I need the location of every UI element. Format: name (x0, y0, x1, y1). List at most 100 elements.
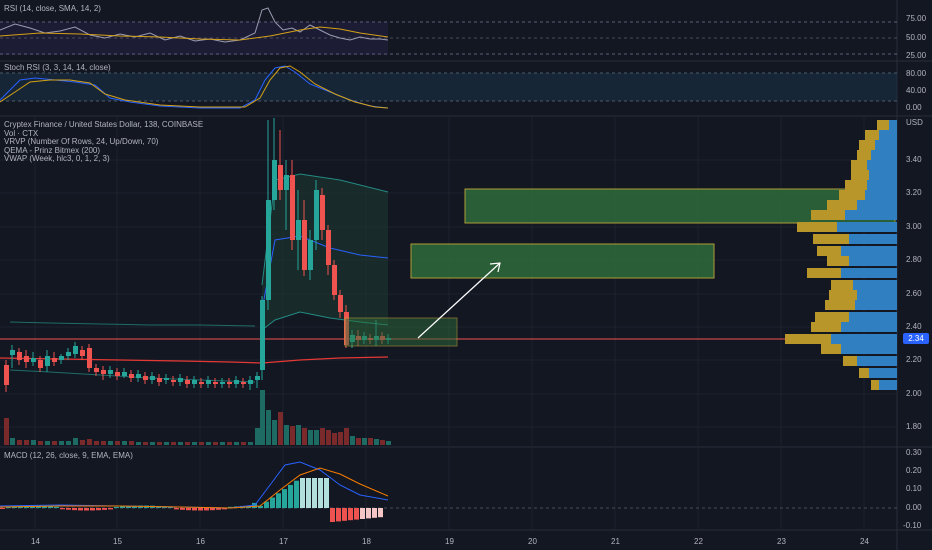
macd-hist-bar (84, 508, 89, 511)
macd-tick-030: 0.30 (906, 448, 922, 457)
legend-volume[interactable]: Vol · CTX (4, 128, 39, 138)
volume-bar (171, 442, 176, 445)
price-tick-260: 2.60 (906, 289, 922, 298)
macd-label: MACD (12, 26, close, 9, EMA, EMA) (4, 451, 133, 460)
vp-up-row (831, 334, 897, 344)
macd-hist-bar (216, 508, 221, 510)
macd-hist-bar (378, 508, 383, 518)
vp-down-row (785, 334, 831, 344)
time-tick-19: 19 (445, 537, 454, 546)
volume-bar (115, 441, 120, 445)
candle-body (332, 265, 337, 295)
macd-hist-bar (336, 508, 341, 522)
macd-hist-bar (300, 478, 305, 508)
vp-up-row (841, 268, 897, 278)
vp-up-row (865, 190, 897, 200)
volume-bar (185, 442, 190, 445)
vp-down-row (843, 356, 857, 366)
candle-body (199, 382, 204, 384)
vp-up-row (879, 380, 897, 390)
price-tick-240: 2.40 (906, 322, 922, 331)
macd-hist-bar (108, 508, 113, 510)
volume-bar (272, 420, 277, 445)
signal-line (0, 467, 389, 509)
macd-hist-bar (318, 478, 323, 508)
candle-body (338, 295, 343, 312)
vp-down-row (877, 120, 889, 130)
volume-bar (386, 441, 391, 445)
macd-hist-bar (180, 508, 185, 510)
volume-bar (326, 430, 331, 445)
volume-bar (266, 410, 271, 445)
volume-bar (278, 412, 283, 445)
volume-bar (308, 430, 313, 445)
vp-down-row (829, 290, 857, 300)
candle-body (278, 165, 283, 190)
volume-bar (101, 441, 106, 445)
volume-bar (122, 441, 127, 445)
volume-bar (241, 442, 246, 445)
volume-bar (136, 442, 141, 445)
legend-vwap[interactable]: VWAP (Week, hlc3, 0, 1, 2, 3) (4, 154, 110, 164)
vp-up-row (869, 368, 897, 378)
time-tick-18: 18 (362, 537, 371, 546)
volume-bar (52, 441, 57, 445)
volume-bar (356, 438, 361, 445)
currency-label: USD (906, 118, 923, 127)
macd-hist-bar (330, 508, 335, 522)
macd-hist-bar (342, 508, 347, 521)
vp-up-row (853, 280, 897, 290)
macd-hist-bar (78, 508, 83, 511)
volume-bar (157, 442, 162, 445)
stoch-tick-80: 80.00 (906, 69, 927, 78)
volume-bar (17, 440, 22, 445)
macd-hist-bar (66, 508, 71, 510)
legend-qema[interactable]: QEMA - Prinz Bitmex (200) (4, 145, 101, 155)
volume-bar (302, 428, 307, 445)
candle-body (178, 378, 183, 382)
macd-tick-010: 0.10 (906, 484, 922, 493)
time-tick-17: 17 (279, 537, 288, 546)
candle-body (31, 358, 36, 362)
vp-up-row (867, 180, 897, 190)
volume-bar (344, 428, 349, 445)
stoch-pane (0, 65, 897, 109)
volume-bar (255, 428, 260, 445)
candle-body (206, 380, 211, 384)
legend-symbol[interactable]: Cryptex Finance / United States Dollar, … (4, 120, 204, 129)
vp-up-row (857, 290, 897, 300)
candle-body (38, 360, 43, 368)
macd-hist-bar (198, 508, 203, 511)
vp-down-row (813, 234, 849, 244)
volume-bar (220, 442, 225, 445)
arrow-drawing[interactable] (417, 262, 501, 339)
macd-hist-bar (288, 484, 293, 508)
legend-vrvp[interactable]: VRVP (Number Of Rows, 24, Up/Down, 70) (4, 137, 159, 147)
volume-bar (59, 441, 64, 445)
stoch-tick-40: 40.00 (906, 86, 927, 95)
candle-body (87, 348, 92, 368)
macd-tick-020: 0.20 (906, 466, 922, 475)
volume-bar (284, 425, 289, 445)
macd-line (0, 461, 389, 509)
rsi-tick-25: 25.00 (906, 51, 927, 60)
vp-down-row (851, 170, 869, 180)
candle-body (52, 358, 57, 362)
time-tick-16: 16 (196, 537, 205, 546)
candle-body (4, 365, 9, 385)
vp-down-row (857, 150, 871, 160)
current-price-tag: 2.34 (903, 333, 929, 344)
vp-up-row (869, 170, 897, 180)
price-tick-340: 3.40 (906, 155, 922, 164)
candle-body (157, 378, 162, 382)
zone-middle[interactable] (410, 243, 715, 279)
volume-bar (31, 440, 36, 445)
time-tick-15: 15 (113, 537, 122, 546)
candle-body (266, 200, 271, 300)
vp-up-row (879, 130, 897, 140)
candle-body (115, 372, 120, 376)
zone-lower[interactable] (344, 317, 458, 347)
volume-bar (206, 442, 211, 445)
volume-bar (66, 441, 71, 445)
